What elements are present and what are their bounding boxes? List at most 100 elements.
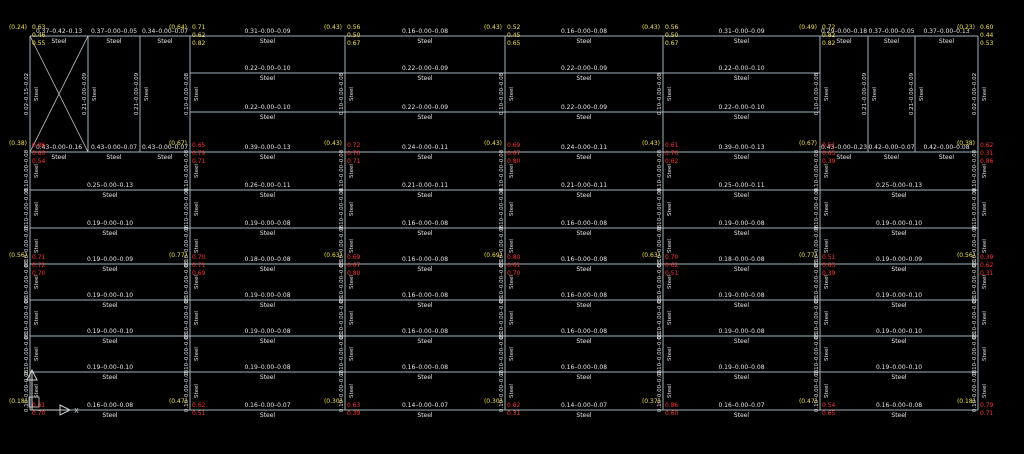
roof-beam-material-1: Steel — [106, 38, 122, 45]
level0-beam-material-3: Steel — [260, 154, 276, 161]
column-ratio-6-4: 0.10–0.00–0.08 — [972, 260, 978, 303]
level2-beam-ratio-3: 0.16–0.00–0.08 — [561, 220, 607, 227]
level0-beam-ratio-8: 0.42–0.00–0.07 — [868, 144, 914, 151]
level0-beam-material-7: Steel — [836, 154, 852, 161]
joint-ratio-top-3: (0.43) — [484, 24, 502, 31]
column-material-5-6: Steel — [824, 347, 830, 361]
joint-red-level4-b-0: 0.72 — [32, 262, 46, 269]
level1-beam-ratio-2: 0.21–0.00–0.11 — [402, 182, 448, 189]
level6-beam-material-5: Steel — [891, 374, 907, 381]
roof-column-ratio-2: 0.21–0.00–0.09 — [134, 72, 140, 115]
level7-beam-material-3: Steel — [576, 412, 592, 419]
joint-red-level1-b-0: 0.60 — [32, 150, 46, 157]
column-ratio-1-0: 0.10–0.00–0.08 — [184, 72, 190, 115]
column-ratio-4-6: 0.10–0.00–0.08 — [657, 332, 663, 375]
joint-red-level1-c-2: 0.71 — [347, 158, 361, 165]
level7-beam-ratio-0: 0.16–0.00–0.08 — [87, 402, 133, 409]
level5-beam-material-3: Steel — [576, 338, 592, 345]
joint-red-level8-a-5: 0.54 — [822, 402, 836, 409]
column-material-0-7: Steel — [34, 384, 40, 398]
roof-beam-ratio-4: 0.16–0.00–0.08 — [402, 28, 448, 35]
column-ratio-2-0: 0.10–0.00–0.08 — [339, 72, 345, 115]
column-ratio-5-0: 0.10–0.00–0.08 — [814, 72, 820, 115]
joint-red-level1-b-5: 0.63 — [822, 150, 836, 157]
level0-beam-ratio-4: 0.24–0.00–0.11 — [402, 144, 448, 151]
joint-red-level4-c-3: 0.70 — [507, 270, 521, 277]
level1-beam-ratio-4: 0.25–0.00–0.11 — [718, 182, 764, 189]
level2-beam-ratio-5: 0.19–0.00–0.10 — [876, 220, 922, 227]
level0-beam-material-0: Steel — [51, 154, 67, 161]
level5-beam-material-5: Steel — [891, 338, 907, 345]
column-ratio-2-6: 0.10–0.00–0.08 — [339, 332, 345, 375]
column-material-4-5: Steel — [667, 311, 673, 325]
joint-red-level1-a-3: 0.69 — [507, 142, 521, 149]
level4-beam-material-0: Steel — [102, 302, 118, 309]
joint-red-level8-b-1: 0.51 — [192, 410, 206, 417]
joint-ratio-yellow-1: 0.71 — [192, 24, 206, 31]
level5-beam-material-1: Steel — [260, 338, 276, 345]
ucs-x-label: X — [74, 407, 79, 415]
column-material-3-1: Steel — [509, 164, 515, 178]
joint-red-level1-b-2: 0.70 — [347, 150, 361, 157]
joint-value-b-1: 0.82 — [192, 40, 206, 47]
joint-red-level4-a-4: 0.70 — [665, 254, 679, 261]
column-ratio-3-3: 0.10–0.00–0.08 — [499, 224, 505, 267]
column-ratio-6-1: 0.10–0.00–0.08 — [972, 149, 978, 192]
roof-inner-beam-ratio-1-3: 0.22–0.00–0.10 — [718, 104, 764, 111]
level1-beam-ratio-1: 0.26–0.00–0.11 — [244, 182, 290, 189]
column-ratio-5-5: 0.10–0.00–0.08 — [814, 296, 820, 339]
joint-ratio-yellow-3: 0.52 — [507, 24, 521, 31]
joint-ratio-top-2: (0.43) — [324, 24, 342, 31]
roof-beam-material-9: Steel — [939, 38, 955, 45]
joint-value-a-3: 0.45 — [507, 32, 521, 39]
joint-ratio-level8-4: (0.37) — [642, 398, 660, 405]
roof-inner-beam-material-1-3: Steel — [734, 114, 750, 121]
joint-red-level4-a-1: 0.70 — [192, 254, 206, 261]
joint-value-b-5: 0.82 — [822, 40, 836, 47]
column-ratio-5-3: 0.10–0.00–0.08 — [814, 224, 820, 267]
joint-red-level1-a-0: 0.86 — [32, 142, 46, 149]
joint-red-level4-c-1: 0.69 — [192, 270, 206, 277]
level0-beam-material-5: Steel — [576, 154, 592, 161]
column-material-1-6: Steel — [194, 347, 200, 361]
column-material-4-1: Steel — [667, 164, 673, 178]
level3-beam-ratio-5: 0.19–0.00–0.09 — [876, 256, 922, 263]
level4-beam-ratio-5: 0.19–0.00–0.10 — [876, 292, 922, 299]
column-material-1-7: Steel — [194, 384, 200, 398]
column-material-2-5: Steel — [349, 311, 355, 325]
column-ratio-2-3: 0.10–0.00–0.08 — [339, 224, 345, 267]
joint-ratio-level1-2: (0.43) — [324, 140, 342, 147]
level0-beam-ratio-5: 0.24–0.00–0.11 — [561, 144, 607, 151]
level3-beam-ratio-0: 0.19–0.00–0.09 — [87, 256, 133, 263]
ucs-y-arrow-icon — [26, 368, 38, 381]
level0-beam-material-6: Steel — [734, 154, 750, 161]
roof-inner-beam-material-1-2: Steel — [576, 114, 592, 121]
column-ratio-0-4: 0.10–0.00–0.08 — [24, 260, 30, 303]
roof-column-ratio-4: 0.21–0.00–0.09 — [909, 72, 915, 115]
joint-red-level4-b-3: 0.61 — [507, 262, 521, 269]
column-material-4-2: Steel — [667, 202, 673, 216]
level5-beam-ratio-3: 0.16–0.00–0.08 — [561, 328, 607, 335]
column-material-5-2: Steel — [824, 202, 830, 216]
joint-ratio-level4-5: (0.77) — [799, 252, 817, 259]
roof-inner-beam-ratio-1-1: 0.22–0.00–0.09 — [402, 104, 448, 111]
level4-beam-material-5: Steel — [891, 302, 907, 309]
joint-ratio-level4-1: (0.77) — [169, 252, 187, 259]
level6-beam-ratio-2: 0.16–0.00–0.08 — [402, 364, 448, 371]
roof-beam-ratio-5: 0.16–0.00–0.08 — [561, 28, 607, 35]
roof-column-ratio-5: 0.02–0.00–0.02 — [972, 73, 978, 115]
column-ratio-6-5: 0.10–0.00–0.08 — [972, 296, 978, 339]
labels-layer: 0.37–0.42–0.13Steel0.37–0.00–0.05Steel0.… — [9, 24, 994, 419]
column-material-3-5: Steel — [509, 311, 515, 325]
joint-ratio-top-0: (0.24) — [9, 24, 27, 31]
column-material-5-3: Steel — [824, 239, 830, 253]
joint-value-a-2: 0.50 — [347, 32, 361, 39]
roof-beam-ratio-0: 0.37–0.42–0.13 — [36, 28, 82, 35]
joint-red-level4-c-5: 0.39 — [822, 270, 836, 277]
level2-beam-ratio-1: 0.19–0.00–0.08 — [244, 220, 290, 227]
level2-beam-ratio-4: 0.19–0.00–0.08 — [718, 220, 764, 227]
column-material-2-1: Steel — [349, 164, 355, 178]
level3-beam-ratio-4: 0.18–0.00–0.08 — [718, 256, 764, 263]
joint-ratio-level1-6: (0.38) — [957, 140, 975, 147]
